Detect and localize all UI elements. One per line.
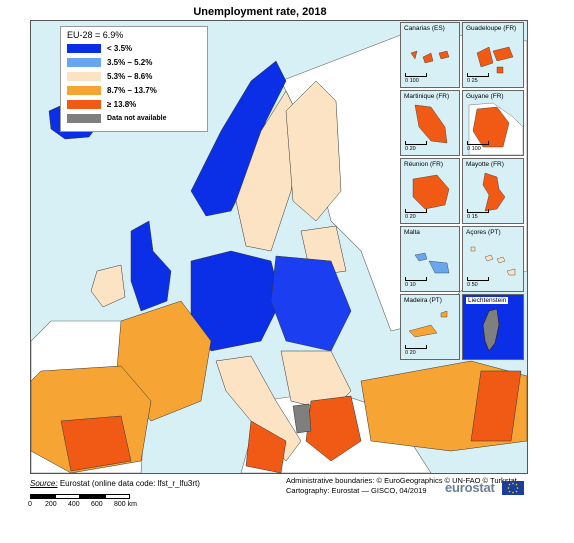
inset-scale: 0 50 bbox=[467, 277, 489, 288]
scale-tick: 600 bbox=[91, 501, 103, 508]
inset-title: Réunion (FR) bbox=[404, 161, 444, 168]
inset-scale: 0 15 bbox=[467, 209, 489, 220]
scale-tick: 0 bbox=[28, 501, 32, 508]
inset-title: Guyane (FR) bbox=[466, 93, 504, 100]
inset-madeira: Madeira (PT) 0 20 bbox=[400, 294, 460, 360]
inset-reunion: Réunion (FR) 0 20 bbox=[400, 158, 460, 224]
legend-item: 8.7% – 13.7% bbox=[67, 85, 157, 95]
legend-item: 5.3% – 8.6% bbox=[67, 71, 152, 81]
inset-title: Malta bbox=[404, 229, 420, 236]
inset-title: Liechtenstein bbox=[466, 297, 509, 304]
eu-flag-icon bbox=[502, 481, 524, 495]
legend-label: 3.5% – 5.2% bbox=[107, 57, 153, 67]
source-text: Eurostat (online data code: lfst_r_lfu3r… bbox=[59, 479, 200, 488]
legend-item: Data not available bbox=[67, 113, 167, 123]
map-legend: EU-28 = 6.9% < 3.5% 3.5% – 5.2% 5.3% – 8… bbox=[60, 26, 208, 132]
scale-tick: 400 bbox=[68, 501, 80, 508]
legend-item: < 3.5% bbox=[67, 43, 132, 53]
legend-item: ≥ 13.8% bbox=[67, 99, 136, 109]
inset-mayotte: Mayotte (FR) 0 15 bbox=[462, 158, 524, 224]
inset-acores: Açores (PT) 0 50 bbox=[462, 226, 524, 292]
eurostat-logo: eurostat bbox=[445, 480, 495, 495]
inset-malta: Malta 0 10 bbox=[400, 226, 460, 292]
inset-title: Canarias (ES) bbox=[404, 25, 445, 32]
inset-scale: 0 20 bbox=[405, 141, 427, 152]
credits: Administrative boundaries: © EuroGeograp… bbox=[286, 476, 517, 496]
legend-swatch bbox=[67, 99, 101, 109]
legend-swatch bbox=[67, 113, 101, 123]
inset-guyane: Guyane (FR) 0 100 bbox=[462, 90, 524, 156]
legend-swatch bbox=[67, 43, 101, 53]
legend-label: < 3.5% bbox=[107, 43, 133, 53]
inset-scale: 0 100 bbox=[405, 73, 427, 84]
legend-label: 8.7% – 13.7% bbox=[107, 85, 157, 95]
inset-liechtenstein: Liechtenstein bbox=[462, 294, 524, 360]
inset-title: Guadeloupe (FR) bbox=[466, 25, 517, 32]
legend-label: 5.3% – 8.6% bbox=[107, 71, 153, 81]
inset-title: Açores (PT) bbox=[466, 229, 501, 236]
scale-bar: 0 200 400 600 800 km bbox=[28, 494, 160, 511]
cartography-credit: Cartography: Eurostat — GISCO, 04/2019 bbox=[286, 486, 427, 495]
eu-average-label: EU-28 = 6.9% bbox=[67, 30, 124, 40]
inset-guadeloupe: Guadeloupe (FR) 0 25 bbox=[462, 22, 524, 88]
legend-swatch bbox=[67, 71, 101, 81]
inset-title: Mayotte (FR) bbox=[466, 161, 504, 168]
inset-canarias: Canarias (ES) 0 100 bbox=[400, 22, 460, 88]
inset-scale: 0 20 bbox=[405, 209, 427, 220]
map-title: Unemployment rate, 2018 bbox=[193, 6, 327, 18]
legend-swatch bbox=[67, 57, 101, 67]
admin-boundaries-credit: Administrative boundaries: © EuroGeograp… bbox=[286, 476, 517, 485]
legend-swatch bbox=[67, 85, 101, 95]
scale-tick: 800 km bbox=[114, 501, 137, 508]
inset-title: Madeira (PT) bbox=[404, 297, 442, 304]
source-label: Source: bbox=[30, 479, 58, 488]
inset-martinique: Martinique (FR) 0 20 bbox=[400, 90, 460, 156]
inset-scale: 0 20 bbox=[405, 345, 427, 356]
legend-label: Data not available bbox=[107, 114, 167, 122]
inset-title: Martinique (FR) bbox=[404, 93, 450, 100]
scale-tick: 200 bbox=[45, 501, 57, 508]
inset-scale: 0 25 bbox=[467, 73, 489, 84]
inset-scale: 0 10 bbox=[405, 277, 427, 288]
legend-item: 3.5% – 5.2% bbox=[67, 57, 152, 67]
source-note: Source: Eurostat (online data code: lfst… bbox=[30, 479, 200, 488]
inset-scale: 0 100 bbox=[467, 141, 489, 152]
legend-label: ≥ 13.8% bbox=[107, 99, 137, 109]
